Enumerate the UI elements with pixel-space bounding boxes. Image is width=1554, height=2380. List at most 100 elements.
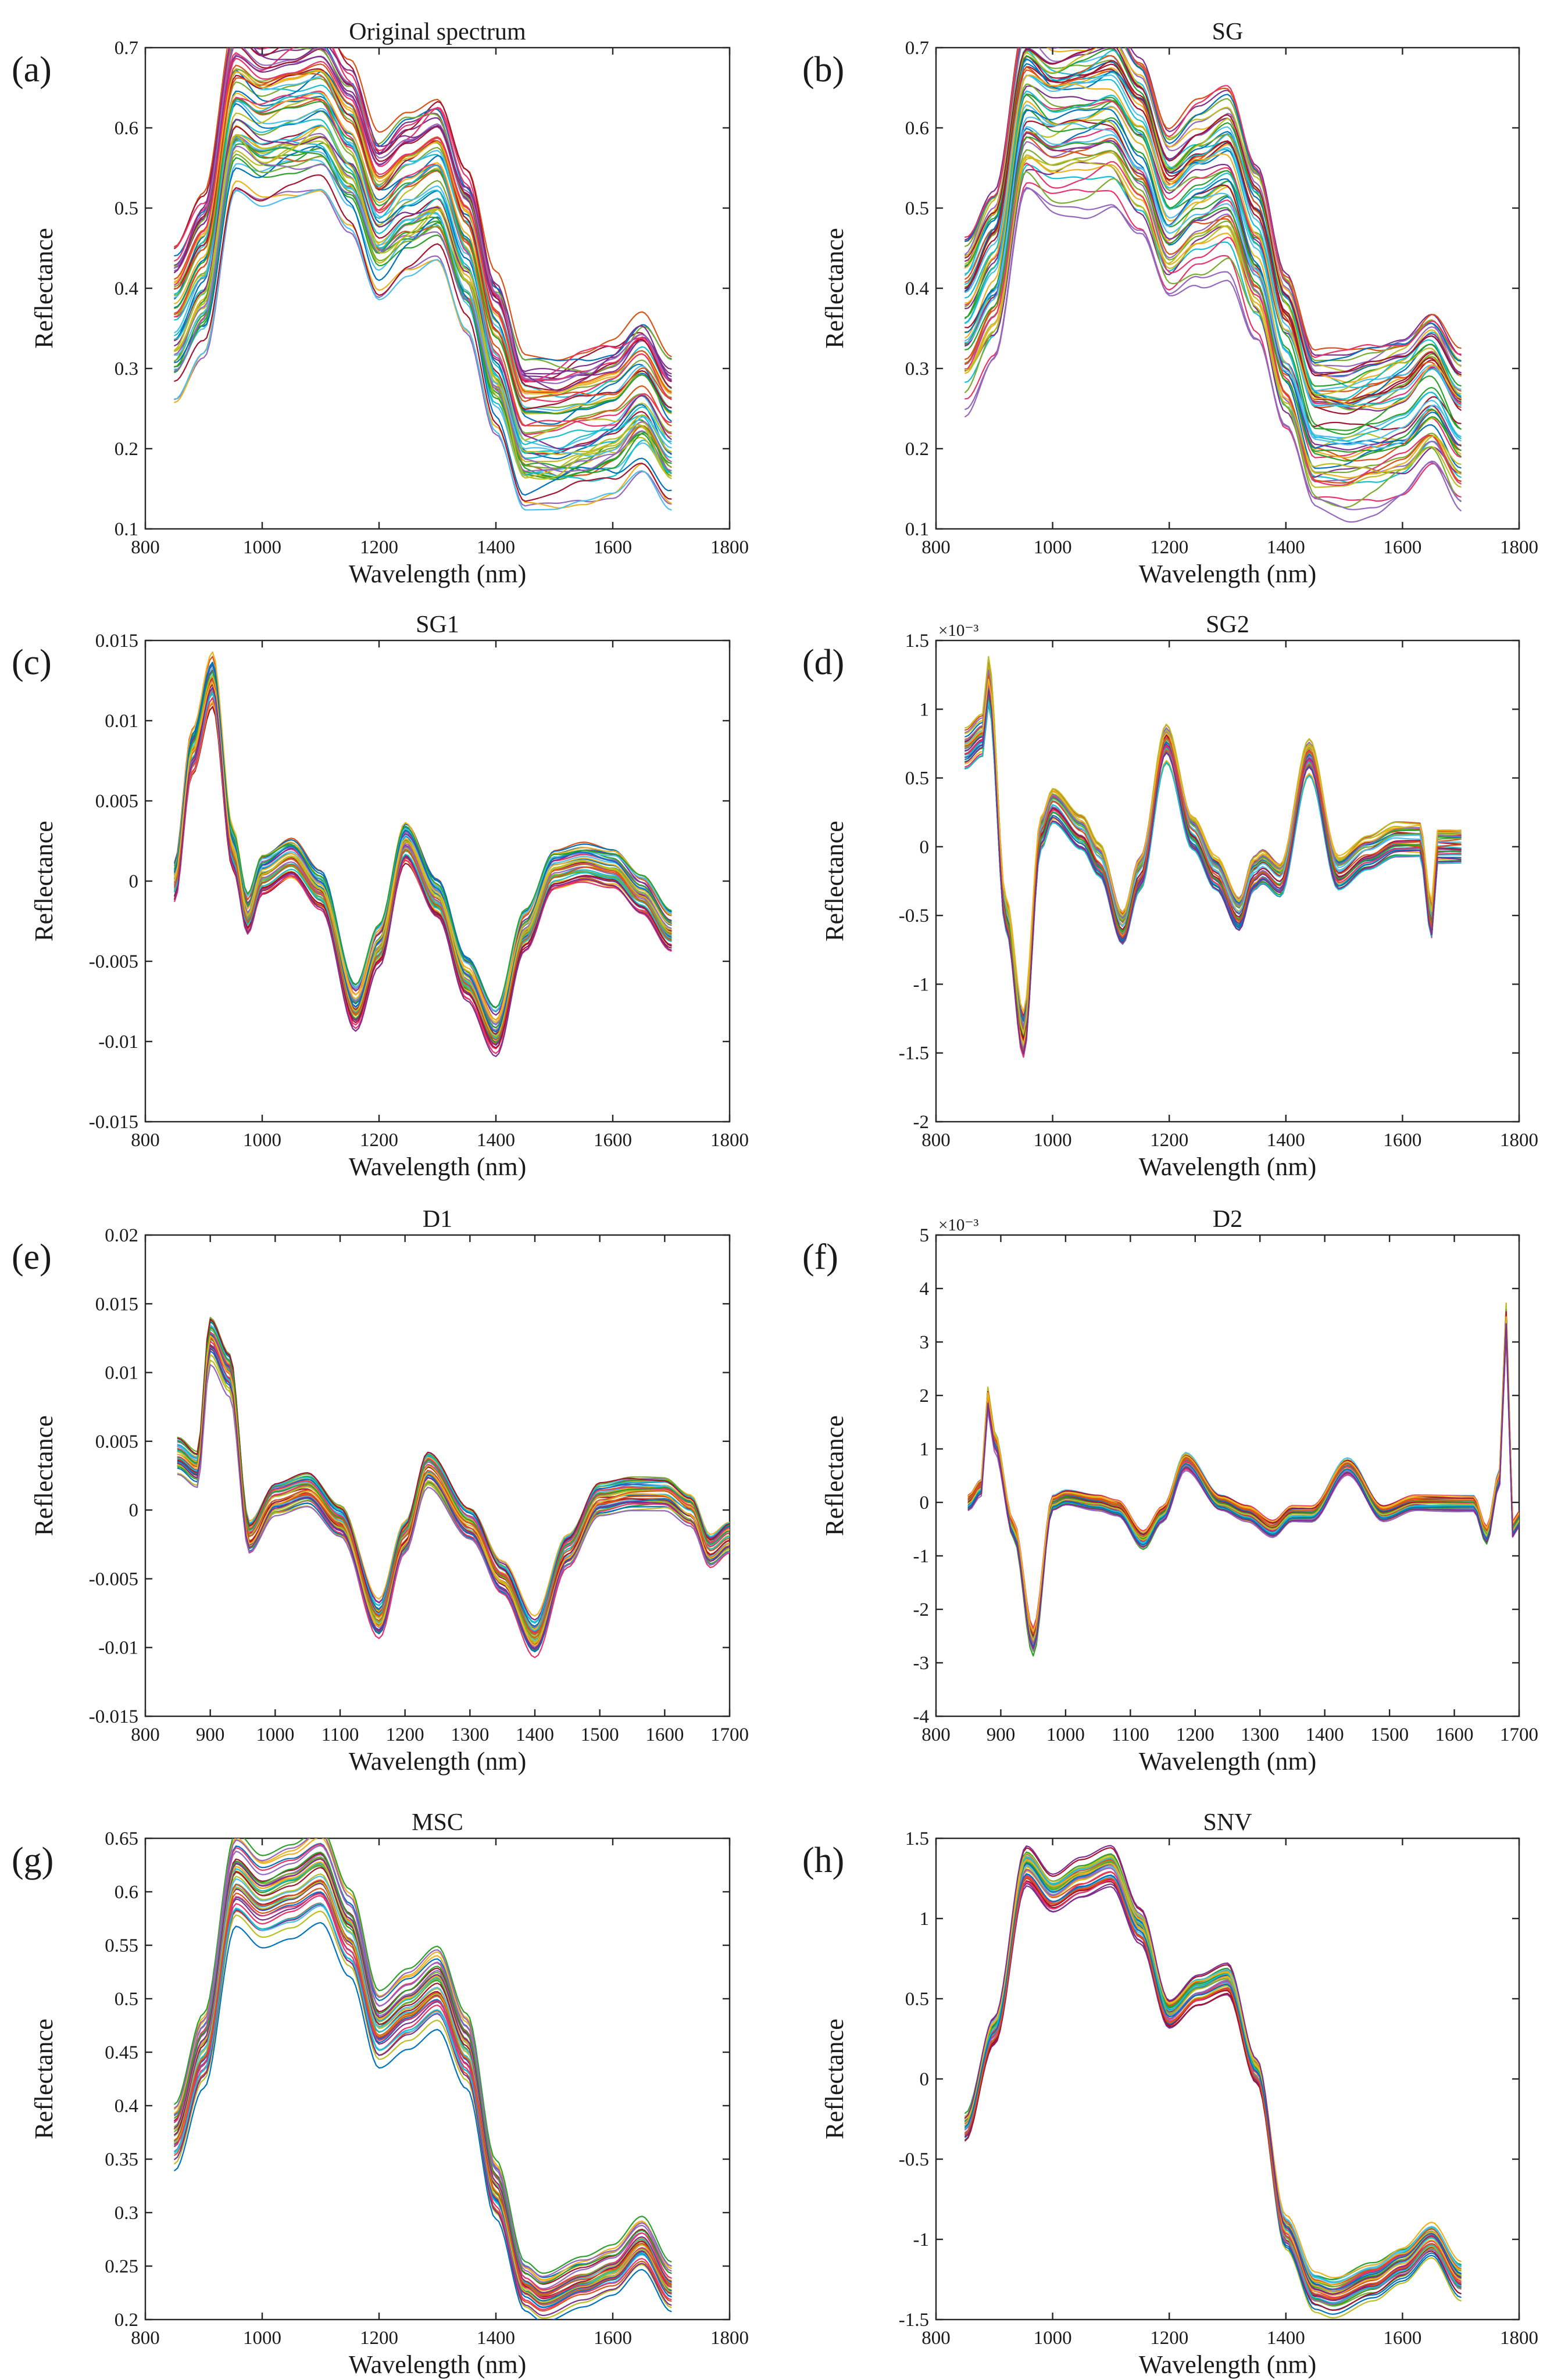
chart-b-series-line <box>964 182 1462 502</box>
chart-b-x-axis-label: Wavelength (nm) <box>1139 560 1317 588</box>
chart-e-y-tick-label: 0.005 <box>95 1431 138 1452</box>
chart-f-y-tick-label: 1 <box>920 1439 930 1460</box>
chart-e-series-line <box>177 1347 730 1649</box>
chart-b-x-tick-label: 1400 <box>1267 537 1305 558</box>
chart-e-series-group <box>177 1316 730 1658</box>
chart-h-series-line <box>964 1867 1462 2305</box>
chart-c: 800 1000 1200 1400 1600 1800 -0.015 -0.01 -0.005… <box>12 611 749 1181</box>
chart-e-x-tick-label: 1300 <box>451 1724 489 1745</box>
chart-a-x-tick-label: 1800 <box>710 537 749 558</box>
chart-d-y-exponent: ×10⁻³ <box>938 621 979 640</box>
chart-g-series-line <box>174 1910 672 2319</box>
chart-f-series-line <box>967 1318 1519 1635</box>
chart-e-y-tick-label: -0.005 <box>89 1569 138 1590</box>
chart-g-x-tick-label: 800 <box>131 2328 160 2349</box>
chart-a-y-tick-label: 0.4 <box>115 278 138 299</box>
chart-d: 800 1000 1200 1400 1600 1800 -2 -1.5 -1 -0.5 0 0.5 1… <box>802 611 1538 1181</box>
chart-h-series-line <box>964 1859 1462 2278</box>
chart-b-series-line <box>964 48 1462 395</box>
chart-b-title: SG <box>1212 19 1244 45</box>
chart-c-panel-label: (c) <box>12 643 52 682</box>
chart-a-y-tick-label: 0.6 <box>115 118 138 139</box>
chart-g-y-tick-label: 0.35 <box>105 2149 138 2170</box>
chart-b-series-line <box>964 119 1462 431</box>
chart-d-series-group <box>964 656 1462 1058</box>
chart-a-x-tick-label: 1400 <box>477 537 515 558</box>
chart-e-y-tick-label: 0 <box>129 1500 139 1521</box>
chart-d-y-tick-label: -2 <box>913 1112 930 1133</box>
chart-b-y-tick-label: 0.3 <box>905 359 929 380</box>
chart-b-series-line <box>964 55 1462 415</box>
chart-b-series-line <box>964 48 1462 364</box>
chart-h-y-axis-label: Reflectance <box>820 2018 849 2139</box>
chart-a-series-line <box>174 145 672 473</box>
chart-g-y-tick-label: 0.45 <box>105 2042 138 2063</box>
chart-f-panel-label: (f) <box>802 1237 838 1277</box>
chart-h-y-tick-label: 0 <box>920 2069 930 2090</box>
chart-a-series-line <box>174 189 672 507</box>
chart-d-y-tick-label: -0.5 <box>899 906 929 926</box>
chart-a-series-line <box>174 70 672 395</box>
chart-h-series-line <box>964 1873 1462 2290</box>
chart-e-series-line <box>177 1336 730 1649</box>
chart-d-y-tick-label: 0.5 <box>905 768 929 789</box>
chart-c-x-tick-label: 1000 <box>243 1130 281 1151</box>
chart-f-y-tick-label: 4 <box>920 1279 930 1300</box>
chart-c-series-line <box>174 675 672 1037</box>
chart-e-x-tick-label: 800 <box>131 1724 160 1745</box>
chart-b-series-line <box>964 116 1462 449</box>
chart-g-x-tick-label: 1600 <box>594 2328 632 2349</box>
chart-h-y-tick-label: -1.5 <box>899 2310 929 2331</box>
chart-c-x-tick-label: 800 <box>131 1130 160 1151</box>
chart-f-y-tick-label: 0 <box>920 1493 930 1513</box>
chart-c-x-tick-label: 1200 <box>360 1130 398 1151</box>
chart-b-series-line <box>964 156 1462 479</box>
chart-d-y-tick-label: -1 <box>913 974 930 995</box>
chart-g-y-tick-label: 0.2 <box>115 2310 138 2331</box>
chart-d-series-line <box>964 674 1462 1053</box>
chart-f-y-tick-label: 2 <box>920 1386 930 1406</box>
chart-d-y-tick-label: 1 <box>920 699 930 720</box>
chart-c-y-tick-label: -0.01 <box>98 1032 138 1053</box>
chart-d-x-tick-label: 1800 <box>1500 1130 1538 1151</box>
chart-a-series-line <box>174 126 672 480</box>
chart-e-x-tick-label: 1700 <box>710 1724 749 1745</box>
chart-g-series-line <box>174 1845 672 2283</box>
chart-e-x-axis-label: Wavelength (nm) <box>349 1747 527 1776</box>
chart-e-x-tick-label: 1600 <box>645 1724 684 1745</box>
chart-b-series-line <box>964 161 1462 486</box>
chart-g-series-line <box>174 1838 672 2274</box>
chart-f-y-tick-label: 5 <box>920 1225 930 1246</box>
chart-h: 800 1000 1200 1400 1600 1800 -1.5 -1 -0.5 0 0.5 1 1.… <box>802 1809 1538 2379</box>
chart-g-title: MSC <box>412 1809 463 1836</box>
chart-a-series-line <box>174 180 672 509</box>
chart-c-y-tick-label: 0.01 <box>105 711 138 732</box>
chart-h-series-group <box>964 1845 1462 2319</box>
chart-b-y-tick-label: 0.4 <box>905 278 929 299</box>
chart-e-y-axis-label: Reflectance <box>30 1415 58 1536</box>
chart-b-series-line <box>964 152 1462 488</box>
chart-f-x-tick-label: 1200 <box>1176 1724 1214 1745</box>
chart-g-x-tick-label: 1800 <box>710 2328 749 2349</box>
chart-a-series-line <box>174 138 672 478</box>
chart-g-series-line <box>174 1879 672 2306</box>
chart-g-series-line <box>174 1895 672 2310</box>
chart-a-series-line <box>174 48 672 374</box>
chart-b-x-tick-label: 800 <box>921 537 951 558</box>
chart-h-y-tick-label: 1 <box>920 1909 930 1930</box>
chart-a-series-line <box>174 153 672 469</box>
chart-e-x-tick-label: 1400 <box>516 1724 554 1745</box>
chart-g-y-tick-label: 0.65 <box>105 1828 138 1849</box>
chart-f-x-tick-label: 1100 <box>1112 1724 1149 1745</box>
chart-d-title: SG2 <box>1206 611 1249 638</box>
chart-b-series-line <box>964 94 1462 408</box>
chart-a-series-line <box>174 78 672 399</box>
chart-b-series-line <box>964 119 1462 450</box>
chart-a-series-line <box>174 48 672 361</box>
chart-b-x-tick-label: 1000 <box>1034 537 1072 558</box>
chart-b-y-tick-label: 0.2 <box>905 439 929 460</box>
chart-a-series-line <box>174 92 672 446</box>
chart-g-series-line <box>174 1888 672 2295</box>
chart-c-x-axis-label: Wavelength (nm) <box>349 1153 527 1181</box>
chart-h-y-tick-label: 0.5 <box>905 1989 929 2010</box>
